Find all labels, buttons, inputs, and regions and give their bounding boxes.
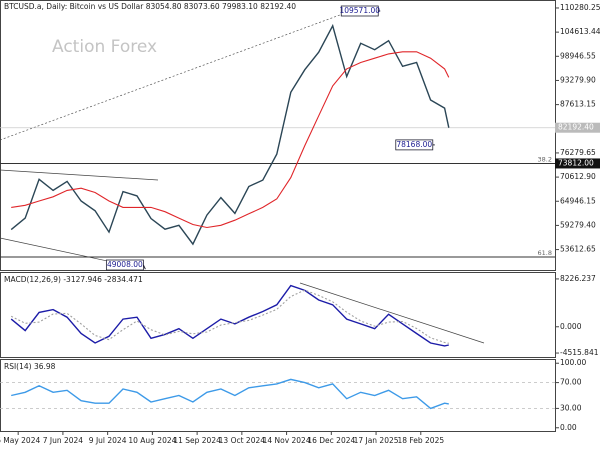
x-tick-label: 10 Aug 2024 <box>128 436 176 445</box>
y-tick-label: 30.00 <box>560 403 582 412</box>
annotation-label: 49008.00 <box>107 260 143 269</box>
last-price-label: 82192.40 <box>558 123 594 132</box>
macd-panel <box>0 272 556 358</box>
rsi-panel <box>0 359 556 432</box>
x-tick-label: 17 Jan 2025 <box>354 436 399 445</box>
y-tick-label: 100.00 <box>560 358 586 367</box>
x-tick-label: 13 Oct 2024 <box>219 436 266 445</box>
chart-title: BTCUSD.a, Daily: Bitcoin vs US Dollar 83… <box>4 2 296 11</box>
fib-name: 61.8 <box>538 249 552 257</box>
y-tick-label: 98946.55 <box>560 51 596 60</box>
series-line <box>11 51 450 229</box>
annotation-label: 78168.00 <box>396 140 432 149</box>
series-line <box>10 23 450 246</box>
y-tick-label: 53612.65 <box>560 245 596 254</box>
x-tick-label: 6 May 2024 <box>0 436 40 445</box>
price-panel <box>0 0 556 271</box>
x-tick-label: 9 Jul 2024 <box>89 436 127 445</box>
annotation-box <box>105 259 144 271</box>
annotation-box <box>340 5 379 17</box>
y-tick-label: 0.000 <box>560 322 582 331</box>
channel-line <box>0 169 159 181</box>
y-tick-label: -4515.841 <box>560 348 599 357</box>
y-tick-label: 0.00 <box>560 423 577 432</box>
rsi-title: RSI(14) 36.98 <box>4 362 56 371</box>
annotation-box <box>395 139 434 151</box>
y-tick-label: 104613.44 <box>560 27 600 36</box>
y-tick-label: 76279.65 <box>560 148 596 157</box>
fib-price-label: 73812.00 <box>558 158 594 167</box>
x-tick-label: 11 Sep 2024 <box>173 436 221 445</box>
trend-line <box>0 11 349 141</box>
y-tick-label: 110280.25 <box>560 3 600 12</box>
annotation-label: 109571.00 <box>339 6 380 15</box>
last-price-box <box>555 122 600 133</box>
series-line <box>10 284 449 347</box>
series-line <box>11 378 449 410</box>
y-tick-label: 87613.15 <box>560 100 596 109</box>
x-tick-label: 7 Jun 2024 <box>43 436 84 445</box>
macd-title: MACD(12,26,9) -3127.946 -2834.471 <box>4 275 143 284</box>
y-tick-label: 70.00 <box>560 378 582 387</box>
y-tick-label: 59279.40 <box>560 220 596 229</box>
y-tick-label: 93279.90 <box>560 75 596 84</box>
x-tick-label: 16 Dec 2024 <box>307 436 355 445</box>
x-tick-label: 18 Feb 2025 <box>397 436 444 445</box>
macd-trend-line <box>299 282 485 344</box>
fib-name: 38.2 <box>538 155 552 163</box>
watermark: Action Forex <box>52 37 157 57</box>
x-tick-label: 14 Nov 2024 <box>263 436 311 445</box>
y-tick-label: 70612.90 <box>560 172 596 181</box>
y-tick-label: 8226.237 <box>560 274 596 283</box>
fib-price-box <box>555 158 600 169</box>
y-tick-label: 64946.15 <box>560 196 596 205</box>
